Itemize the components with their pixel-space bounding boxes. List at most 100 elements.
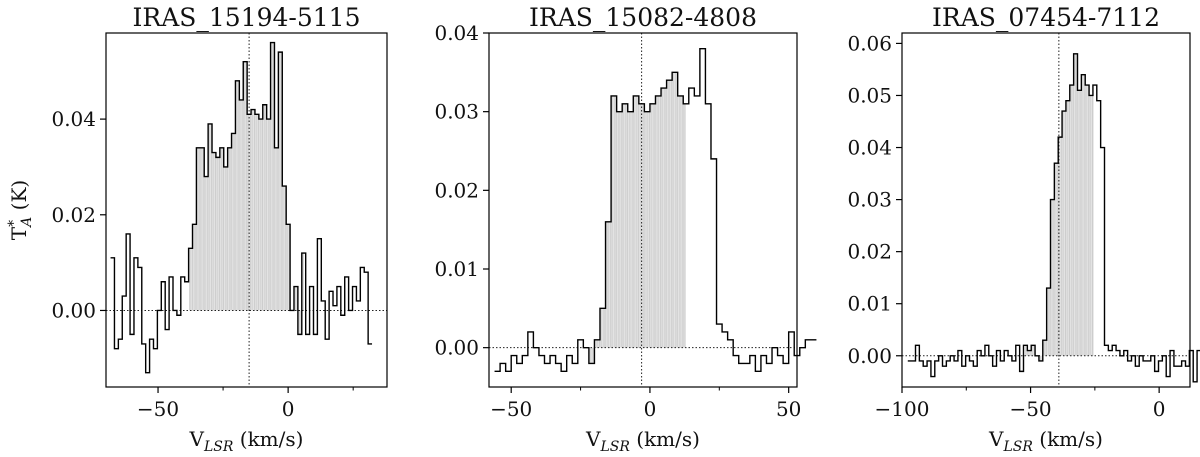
- line-fill-bin: [243, 61, 248, 311]
- line-fill-bin: [254, 114, 259, 311]
- spectrum-step-line: [110, 41, 373, 374]
- y-tick-label: 0.00: [51, 298, 96, 322]
- line-fill-bin: [215, 157, 220, 311]
- line-fill-bin: [219, 147, 224, 311]
- line-fill-bin: [212, 152, 216, 311]
- line-fill-bin: [286, 224, 291, 311]
- line-fill-bin: [239, 99, 244, 311]
- x-tick-label: −50: [1009, 397, 1051, 421]
- line-fill-bin: [297, 310, 302, 335]
- line-fill-bin: [1092, 85, 1094, 356]
- spectrum-panel-1: −50 0 0.00 0.02 0.04 IRAS_15194-5115 VLSR (km/…: [6, 3, 388, 455]
- line-fill-bin: [616, 111, 623, 348]
- line-fill-bin: [1042, 340, 1047, 356]
- line-fill-bin: [266, 119, 271, 311]
- line-fill-bin: [644, 111, 650, 348]
- line-fill-bin: [196, 147, 201, 311]
- line-fill-bin: [1038, 355, 1043, 361]
- y-tick-label: 0.01: [847, 292, 892, 316]
- x-tick-label: 50: [776, 397, 801, 421]
- line-fill-bin: [1054, 163, 1059, 356]
- y-tick-label: 0.05: [847, 83, 892, 107]
- y-tick-label: 0.04: [434, 21, 479, 45]
- line-fill-bin: [251, 109, 255, 311]
- line-fill-bin: [594, 339, 600, 348]
- line-fill-bin: [235, 80, 240, 311]
- line-fill-bin: [1058, 137, 1063, 356]
- spectrum-panel-2: −50 0 50 0.00 0.01 0.02 0.03 0.04 IRAS_15082-480…: [434, 3, 817, 455]
- line-fill-bin: [666, 80, 673, 348]
- y-tick-label: 0.03: [847, 188, 892, 212]
- line-fill-bin: [622, 103, 628, 348]
- line-fill-bin: [649, 103, 656, 348]
- x-axis-label: VLSR (km/s): [988, 427, 1103, 455]
- line-fill-bin: [588, 347, 595, 364]
- line-fill-bin: [293, 286, 298, 311]
- line-fill-bin: [208, 123, 213, 311]
- line-fill-bin: [258, 119, 263, 311]
- y-axis-label: T*A (K): [6, 180, 35, 240]
- plot-frame: [488, 32, 798, 388]
- y-tick-label: 0.04: [847, 136, 892, 160]
- x-tick-label: −50: [137, 397, 179, 421]
- line-fill-bin: [274, 147, 279, 311]
- line-fill-bin: [672, 72, 678, 348]
- chart-title: IRAS_15194-5115: [133, 3, 361, 32]
- line-fill-bin: [1081, 74, 1086, 356]
- y-tick-label: 0.00: [847, 344, 892, 368]
- line-fill-bin: [1046, 288, 1051, 356]
- line-fill-bin: [605, 221, 612, 348]
- spectrum-panel-3: −100 −50 0 0.00 0.01 0.02 0.03 0.04 0.05 0.06 IRAS…: [847, 3, 1200, 455]
- line-fill-bin: [599, 308, 606, 348]
- line-fill-bin: [633, 95, 639, 348]
- line-fill-bin: [1031, 345, 1036, 356]
- line-fill-bin: [282, 186, 287, 311]
- chart-title: IRAS_15082-4808: [529, 3, 757, 32]
- line-fill-bin: [1065, 100, 1070, 356]
- line-fill-bin: [1085, 85, 1090, 356]
- x-tick-label: 0: [1153, 397, 1166, 421]
- line-fill-bin: [192, 224, 197, 311]
- y-tick-label: 0.02: [51, 203, 96, 227]
- x-axis-label: VLSR (km/s): [189, 427, 304, 455]
- plot-frame: [901, 32, 1191, 388]
- line-fill-bin: [1062, 111, 1066, 356]
- line-fill-bin: [204, 176, 209, 311]
- x-tick-label: 0: [282, 397, 295, 421]
- line-fill-bin: [231, 133, 236, 311]
- line-fill-bin: [1089, 95, 1093, 356]
- spectrum-step-line: [907, 53, 1200, 383]
- x-tick-label: −100: [875, 397, 930, 421]
- line-fill-bin: [1073, 53, 1078, 356]
- line-fill-bin: [627, 111, 634, 348]
- line-fill-bin: [227, 147, 232, 311]
- y-tick-label: 0.06: [847, 31, 892, 55]
- line-fill-bin: [270, 42, 275, 311]
- line-fill-bin: [262, 104, 267, 311]
- y-tick-label: 0.02: [434, 178, 479, 202]
- x-tick-label: −50: [490, 397, 532, 421]
- line-fill-bin: [677, 95, 684, 348]
- x-axis-label: VLSR (km/s): [585, 427, 700, 455]
- spectrum-step-line: [494, 48, 817, 372]
- line-fill-bin: [301, 253, 304, 311]
- y-tick-label: 0.04: [51, 107, 96, 131]
- line-fill-bin: [200, 147, 205, 311]
- plot-frame: [105, 32, 388, 388]
- line-fill-bin: [223, 166, 228, 311]
- line-fill-bin: [1077, 90, 1082, 356]
- line-fill-bin: [1050, 199, 1055, 356]
- line-fill-bin: [661, 88, 667, 348]
- line-fill-bin: [1069, 85, 1074, 356]
- x-tick-label: 0: [644, 397, 657, 421]
- line-fill-bin: [278, 52, 283, 311]
- line-fill-bin: [611, 95, 617, 348]
- line-fill-bin: [655, 95, 662, 348]
- y-tick-label: 0.03: [434, 100, 479, 124]
- y-tick-label: 0.01: [434, 257, 479, 281]
- line-fill-bin: [1027, 350, 1032, 356]
- y-tick-label: 0.00: [434, 336, 479, 360]
- line-fill-bin: [1025, 345, 1028, 356]
- y-tick-label: 0.02: [847, 240, 892, 264]
